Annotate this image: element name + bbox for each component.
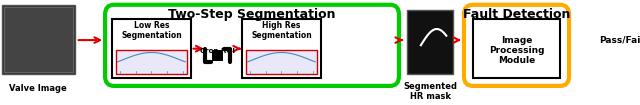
- Text: Two-Step Segmentation: Two-Step Segmentation: [168, 8, 336, 21]
- Text: Pass/Fail: Pass/Fail: [599, 36, 640, 45]
- Text: Image
Processing
Module: Image Processing Module: [489, 36, 544, 66]
- Text: Low Res
Segmentation: Low Res Segmentation: [121, 21, 182, 40]
- Text: Fault Detection: Fault Detection: [463, 8, 570, 21]
- Bar: [212, 50, 223, 61]
- Bar: [112, 19, 191, 78]
- Bar: [242, 19, 321, 78]
- Text: Segmented
HR mask: Segmented HR mask: [403, 82, 457, 102]
- Bar: [246, 50, 317, 74]
- Bar: [116, 50, 187, 74]
- Text: Valve Image: Valve Image: [10, 84, 67, 93]
- Bar: [473, 19, 560, 78]
- Text: High Res
Segmentation: High Res Segmentation: [251, 21, 312, 40]
- Bar: [407, 10, 453, 74]
- Bar: [2, 5, 75, 73]
- Text: Crop ROI: Crop ROI: [200, 48, 235, 54]
- Bar: [4, 7, 73, 72]
